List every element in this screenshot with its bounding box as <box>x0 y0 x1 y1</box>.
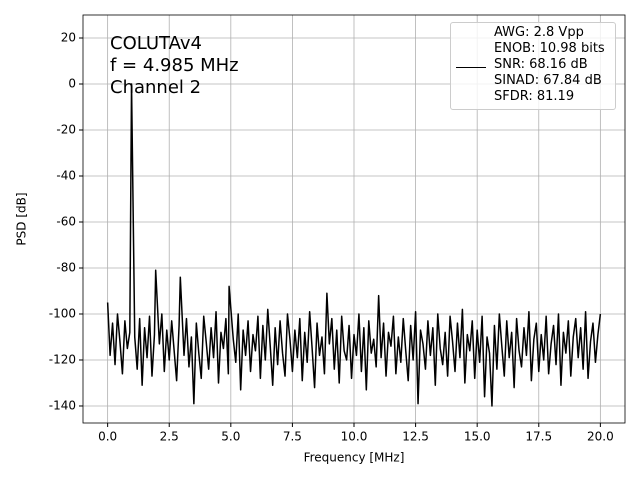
x-tick-label: 5.0 <box>221 430 240 444</box>
x-tick-label: 2.5 <box>160 430 179 444</box>
x-tick-label: 10.0 <box>341 430 368 444</box>
x-tick-label: 15.0 <box>464 430 491 444</box>
legend: AWG: 2.8 Vpp ENOB: 10.98 bits SNR: 68.16… <box>450 22 616 110</box>
annotation: Channel 2 <box>110 77 201 98</box>
x-axis-label: Frequency [MHz] <box>304 451 405 465</box>
y-tick-label: -20 <box>56 122 76 136</box>
x-tick-label: 7.5 <box>283 430 302 444</box>
x-tick-label: 0.0 <box>98 430 117 444</box>
y-tick-label: -140 <box>49 398 76 412</box>
annotation: COLUTAv4 <box>110 33 202 54</box>
plot-frame <box>82 14 626 424</box>
y-tick-label: -60 <box>56 214 76 228</box>
psd-line <box>106 83 602 407</box>
y-tick-label: -100 <box>49 306 76 320</box>
y-tick-label: -120 <box>49 352 76 366</box>
legend-swatch <box>456 67 486 68</box>
x-tick-label: 20.0 <box>587 430 614 444</box>
y-tick-label: 20 <box>61 30 76 44</box>
legend-label: AWG: 2.8 Vpp ENOB: 10.98 bits SNR: 68.16… <box>494 25 605 104</box>
x-tick-label: 12.5 <box>402 430 429 444</box>
y-tick-label: -80 <box>56 260 76 274</box>
y-tick-label: -40 <box>56 168 76 182</box>
y-tick-label: 0 <box>68 76 76 90</box>
y-axis-label: PSD [dB] <box>15 192 29 245</box>
annotation: f = 4.985 MHz <box>110 55 239 76</box>
x-tick-label: 17.5 <box>525 430 552 444</box>
